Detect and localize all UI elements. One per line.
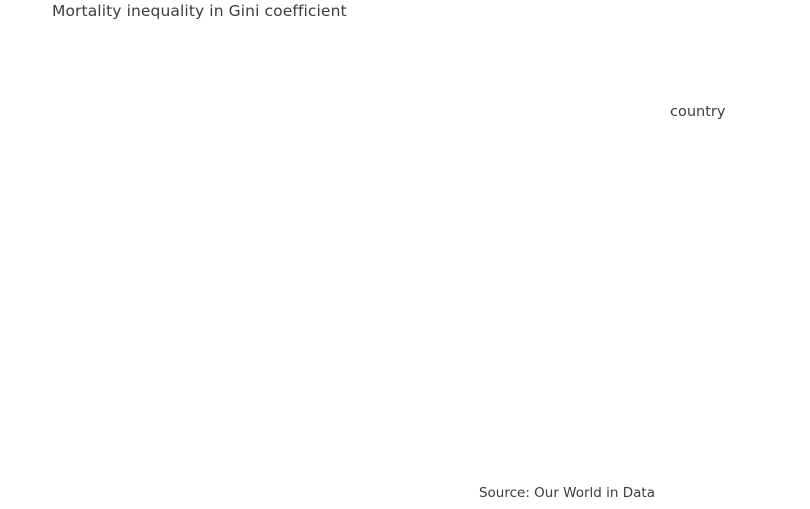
chart-title: Mortality inequality in Gini coefficient (52, 2, 347, 20)
source-note: Source: Our World in Data (478, 485, 655, 501)
plot-background (57, 26, 655, 437)
legend-title: country (670, 104, 726, 120)
legend: country (668, 104, 810, 132)
